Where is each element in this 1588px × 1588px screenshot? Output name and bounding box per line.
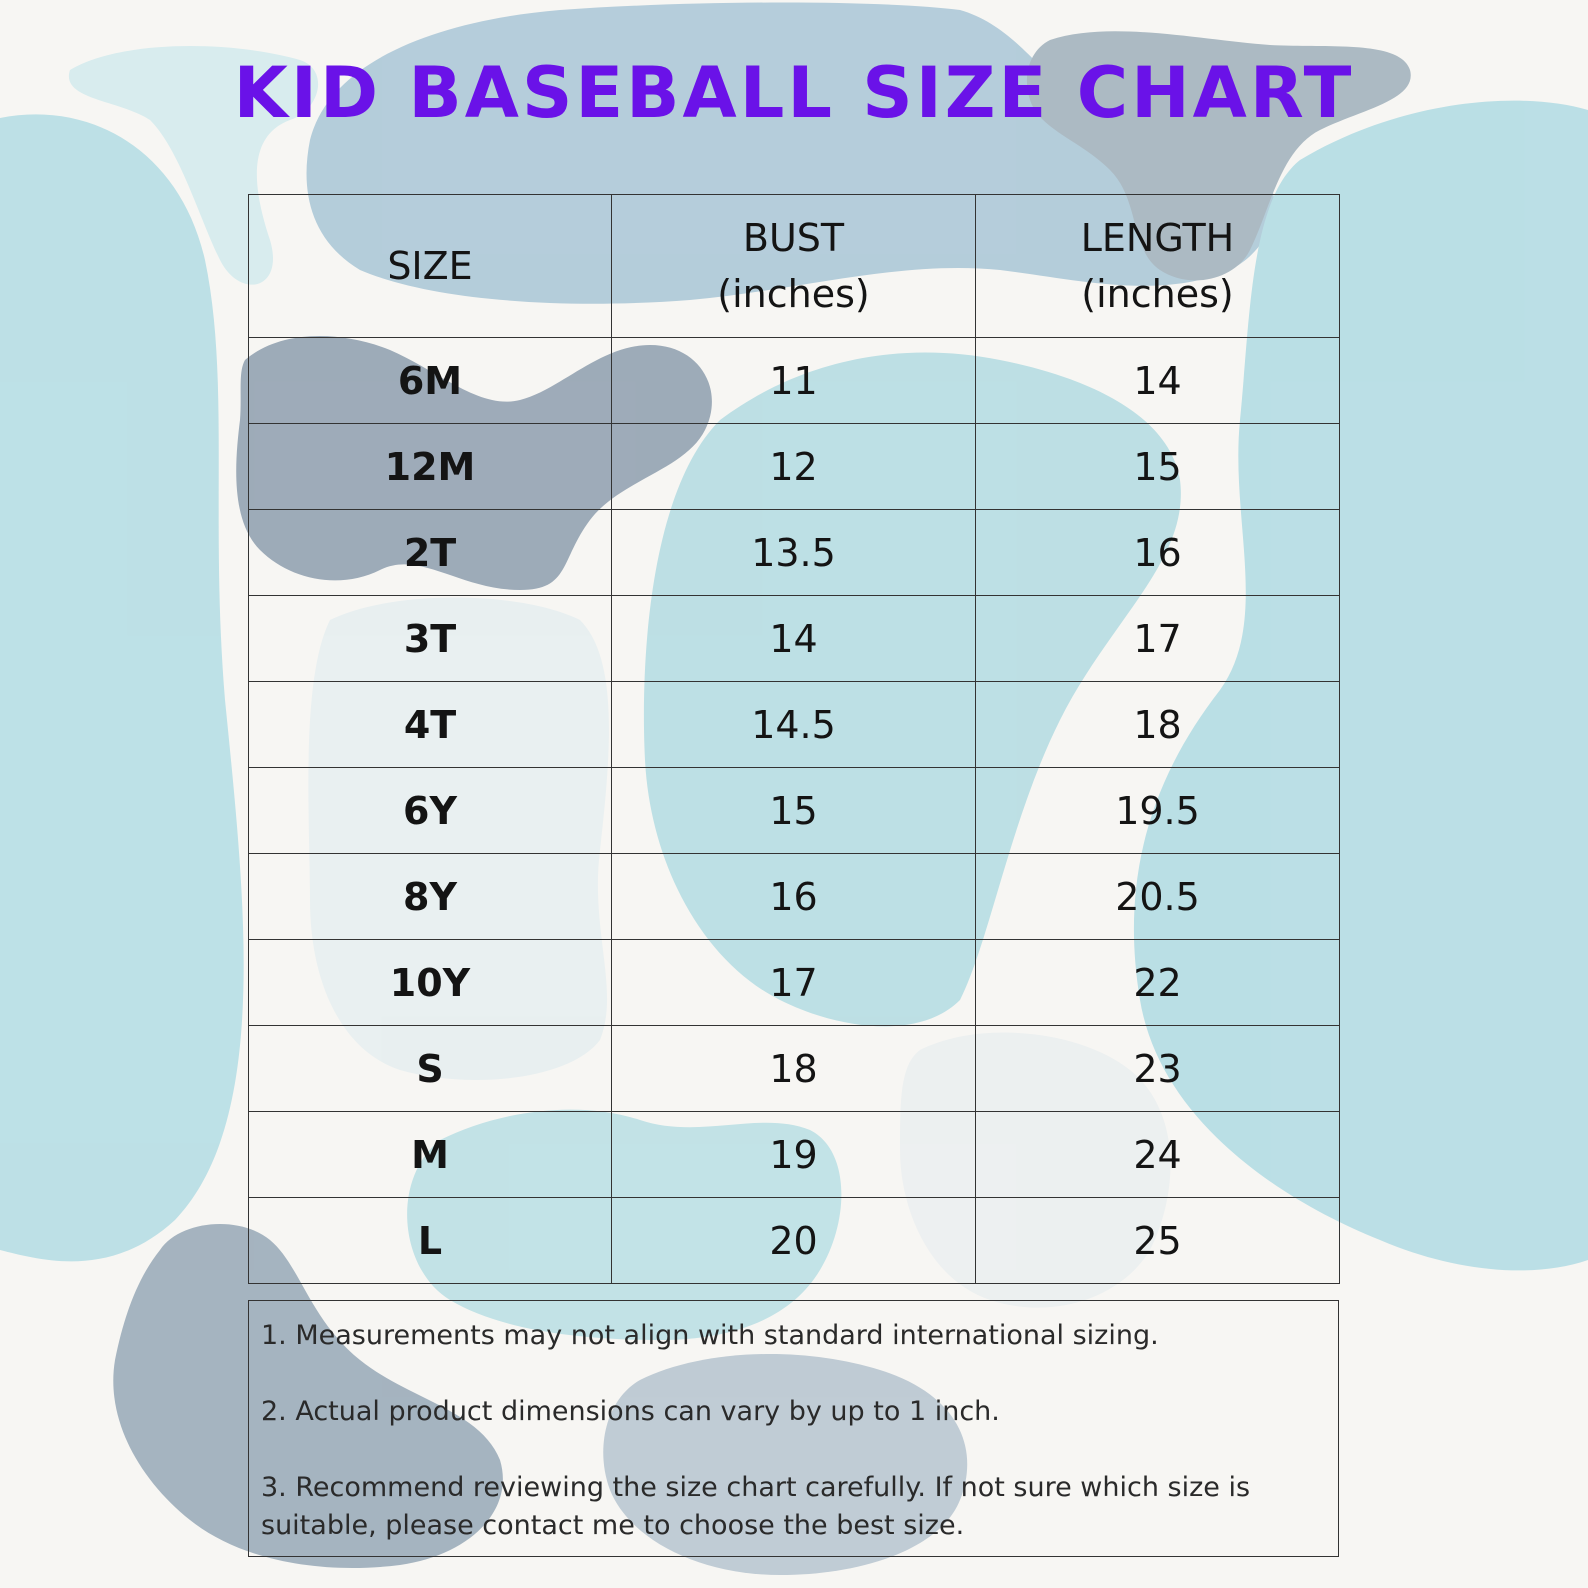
size-cell: 8Y <box>248 853 612 940</box>
header-length: LENGTH (inches) <box>975 194 1340 338</box>
length-cell: 20.5 <box>975 853 1340 940</box>
size-cell: L <box>248 1197 612 1284</box>
header-size: SIZE <box>248 194 612 338</box>
size-chart-table: SIZE BUST (inches) LENGTH (inches) 6M 11 1… <box>248 194 1340 1284</box>
bust-cell: 14.5 <box>611 681 976 768</box>
blob-left <box>0 114 244 1262</box>
notes-box: 1. Measurements may not align with stand… <box>248 1300 1339 1557</box>
length-cell: 16 <box>975 509 1340 596</box>
size-cell: 12M <box>248 423 612 510</box>
length-cell: 25 <box>975 1197 1340 1284</box>
size-cell: 4T <box>248 681 612 768</box>
blob-top-right <box>1026 31 1411 281</box>
table-row: 2T 13.5 16 <box>248 509 1340 596</box>
bust-cell: 19 <box>611 1111 976 1198</box>
note-2: 2. Actual product dimensions can vary by… <box>261 1396 1000 1427</box>
bust-cell: 14 <box>611 595 976 682</box>
table-header-row: SIZE BUST (inches) LENGTH (inches) <box>248 194 1340 338</box>
length-cell: 23 <box>975 1025 1340 1112</box>
length-cell: 22 <box>975 939 1340 1026</box>
header-size-label: SIZE <box>387 244 473 288</box>
bust-cell: 18 <box>611 1025 976 1112</box>
size-cell: 10Y <box>248 939 612 1026</box>
size-cell: 3T <box>248 595 612 682</box>
blob-bottom-right <box>603 1353 968 1575</box>
table-row: 3T 14 17 <box>248 595 1340 682</box>
header-bust-unit: (inches) <box>717 272 870 316</box>
bust-cell: 17 <box>611 939 976 1026</box>
table-row: S 18 23 <box>248 1025 1340 1112</box>
table-row: 4T 14.5 18 <box>248 681 1340 768</box>
header-length-unit: (inches) <box>1081 272 1234 316</box>
header-bust: BUST (inches) <box>611 194 976 338</box>
length-cell: 17 <box>975 595 1340 682</box>
table-row: 12M 12 15 <box>248 423 1340 510</box>
table-row: 8Y 16 20.5 <box>248 853 1340 940</box>
bust-cell: 16 <box>611 853 976 940</box>
note-1: 1. Measurements may not align with stand… <box>261 1320 1159 1351</box>
header-length-label: LENGTH <box>1080 216 1235 260</box>
page-title: Kid Baseball Size Chart <box>233 52 1355 134</box>
bust-cell: 20 <box>611 1197 976 1284</box>
table-row: 6Y 15 19.5 <box>248 767 1340 854</box>
table-row: 6M 11 14 <box>248 337 1340 424</box>
size-cell: 6M <box>248 337 612 424</box>
size-cell: 6Y <box>248 767 612 854</box>
size-cell: M <box>248 1111 612 1198</box>
header-bust-label: BUST <box>742 216 845 260</box>
length-cell: 24 <box>975 1111 1340 1198</box>
length-cell: 14 <box>975 337 1340 424</box>
bust-cell: 11 <box>611 337 976 424</box>
table-row: 10Y 17 22 <box>248 939 1340 1026</box>
note-3: 3. Recommend reviewing the size chart ca… <box>261 1472 1251 1541</box>
bust-cell: 15 <box>611 767 976 854</box>
size-cell: 2T <box>248 509 612 596</box>
length-cell: 19.5 <box>975 767 1340 854</box>
table-row: M 19 24 <box>248 1111 1340 1198</box>
length-cell: 15 <box>975 423 1340 510</box>
length-cell: 18 <box>975 681 1340 768</box>
bust-cell: 12 <box>611 423 976 510</box>
blob-bottom-left <box>113 1223 503 1568</box>
size-cell: S <box>248 1025 612 1112</box>
table-row: L 20 25 <box>248 1197 1340 1284</box>
bust-cell: 13.5 <box>611 509 976 596</box>
